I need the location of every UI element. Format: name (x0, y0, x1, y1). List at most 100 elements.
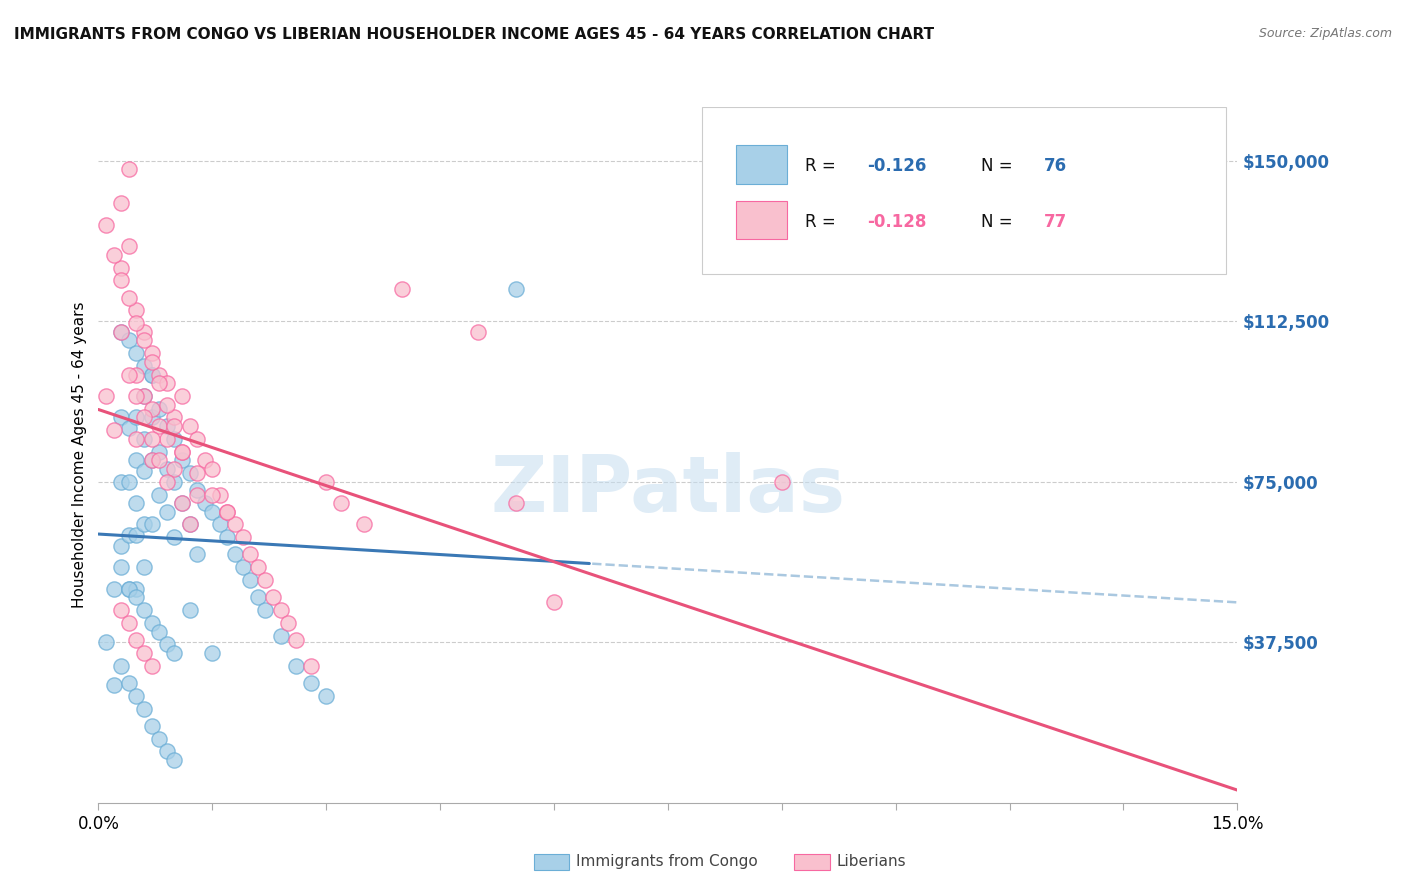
Point (103, 423, 125, 437)
Point (186, 466, 208, 480)
Point (391, 282, 413, 296)
Point (118, 291, 141, 305)
Point (170, 389, 193, 403)
Point (132, 646, 155, 660)
Point (163, 432, 186, 446)
Point (125, 689, 148, 703)
Point (315, 475, 337, 489)
Point (141, 346, 163, 360)
Point (118, 334, 141, 348)
Point (194, 453, 217, 467)
Point (201, 487, 224, 501)
Point (232, 530, 254, 544)
Point (156, 419, 179, 434)
Text: ZIPatlas: ZIPatlas (491, 451, 845, 528)
Point (125, 368, 148, 382)
Point (170, 453, 193, 467)
Point (110, 475, 132, 489)
Point (270, 629, 292, 643)
Text: Immigrants from Congo: Immigrants from Congo (576, 855, 758, 869)
Point (132, 517, 155, 532)
Point (110, 410, 132, 425)
Point (141, 453, 163, 467)
Text: Liberians: Liberians (837, 855, 907, 869)
Point (125, 316, 148, 330)
Point (170, 496, 193, 510)
Point (141, 368, 163, 382)
Point (246, 560, 269, 574)
FancyBboxPatch shape (737, 145, 787, 184)
Point (299, 676, 322, 690)
Point (110, 260, 132, 275)
Point (103, 248, 125, 262)
Point (132, 334, 155, 348)
Point (270, 603, 292, 617)
Point (186, 548, 208, 562)
Point (208, 487, 231, 501)
Point (125, 528, 148, 542)
Point (239, 548, 262, 562)
Point (141, 401, 163, 416)
Point (125, 591, 148, 605)
Point (132, 432, 155, 446)
Point (186, 483, 208, 498)
Text: Source: ZipAtlas.com: Source: ZipAtlas.com (1258, 27, 1392, 40)
Point (217, 530, 239, 544)
Text: -0.128: -0.128 (868, 213, 927, 231)
Point (163, 462, 186, 476)
Point (239, 573, 262, 587)
Point (141, 615, 163, 630)
FancyBboxPatch shape (702, 107, 1226, 274)
Point (141, 719, 163, 733)
Y-axis label: Householder Income Ages 45 - 64 years: Householder Income Ages 45 - 64 years (72, 301, 87, 608)
Point (141, 432, 163, 446)
Point (163, 475, 186, 489)
Point (156, 637, 179, 651)
Point (277, 615, 299, 630)
Point (170, 496, 193, 510)
Text: -0.126: -0.126 (868, 157, 927, 175)
Point (208, 517, 231, 532)
Point (125, 389, 148, 403)
Point (103, 582, 125, 596)
Point (110, 196, 132, 211)
Point (141, 368, 163, 382)
Point (148, 376, 170, 391)
Point (110, 273, 132, 287)
Point (148, 731, 170, 746)
Point (148, 453, 170, 467)
Point (330, 496, 353, 510)
Point (156, 398, 179, 412)
Text: R =: R = (804, 157, 841, 175)
Point (201, 505, 224, 519)
Point (132, 464, 155, 478)
Point (156, 462, 179, 476)
Point (179, 466, 201, 480)
Point (148, 401, 170, 416)
Point (156, 744, 179, 758)
Point (156, 432, 179, 446)
Text: IMMIGRANTS FROM CONGO VS LIBERIAN HOUSEHOLDER INCOME AGES 45 - 64 YEARS CORRELAT: IMMIGRANTS FROM CONGO VS LIBERIAN HOUSEH… (14, 27, 934, 42)
Point (94, 635, 117, 649)
Point (132, 325, 155, 339)
Point (284, 658, 307, 673)
Point (125, 582, 148, 596)
Point (132, 603, 155, 617)
Point (505, 282, 527, 296)
Point (118, 239, 141, 253)
Point (224, 548, 246, 562)
Point (118, 162, 141, 177)
Point (179, 517, 201, 532)
Point (156, 475, 179, 489)
Point (118, 676, 141, 690)
Point (132, 389, 155, 403)
Point (141, 410, 163, 425)
Point (148, 487, 170, 501)
Point (125, 432, 148, 446)
Point (118, 615, 141, 630)
Text: 77: 77 (1043, 213, 1067, 231)
Point (110, 560, 132, 574)
Point (254, 573, 277, 587)
Point (315, 689, 337, 703)
Point (125, 633, 148, 648)
